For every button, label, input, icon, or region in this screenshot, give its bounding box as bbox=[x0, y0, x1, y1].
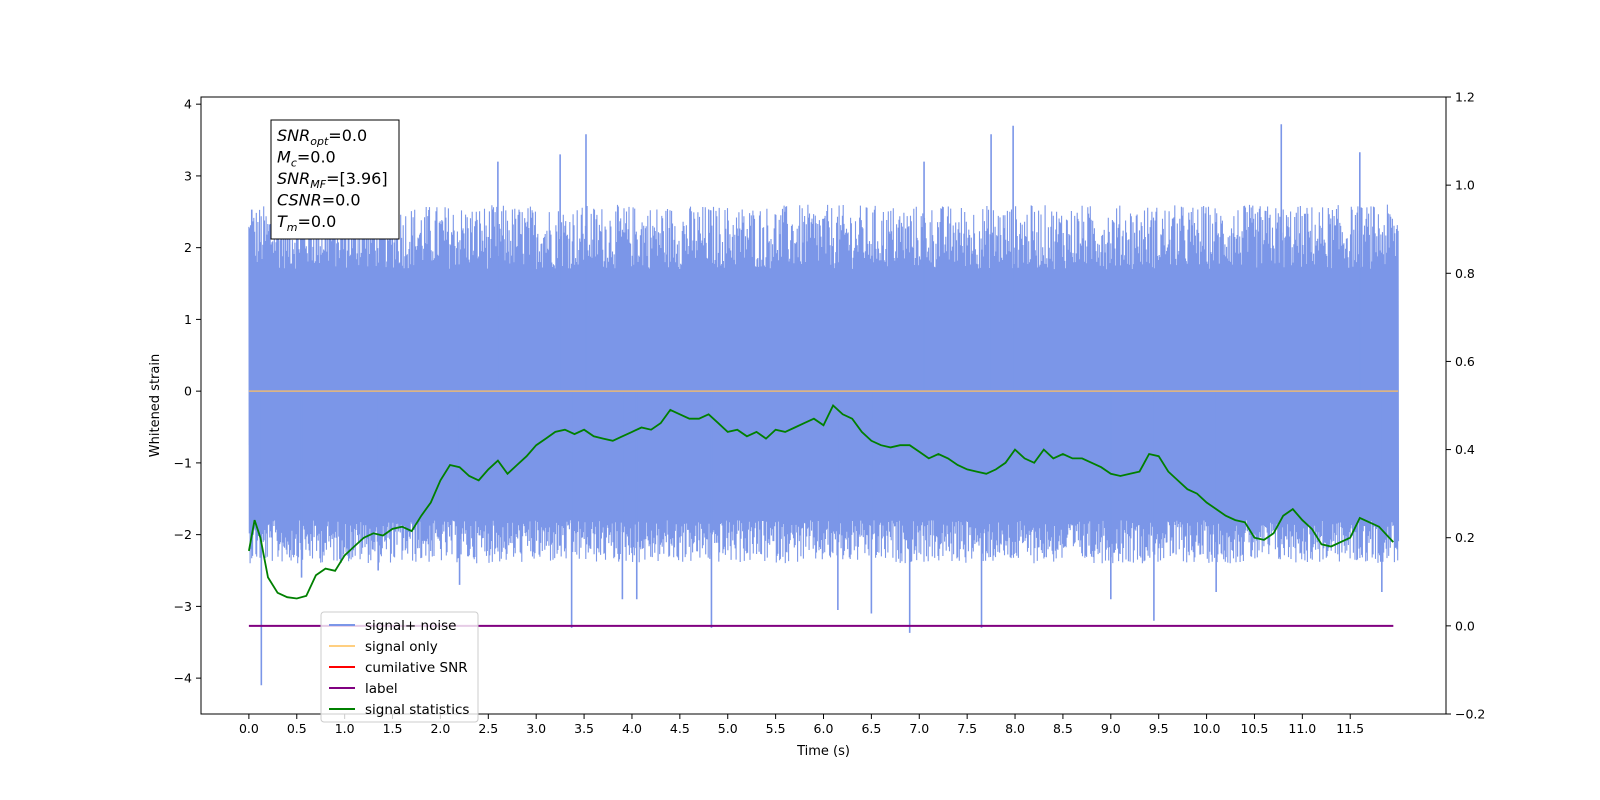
annotation-line: Tm=0.0 bbox=[277, 212, 336, 234]
x-tick-label: 5.0 bbox=[718, 721, 738, 736]
y2-tick-label: 0.0 bbox=[1455, 618, 1475, 633]
signal-statistics-line bbox=[248, 404, 1394, 600]
x-tick-label: 7.0 bbox=[909, 721, 929, 736]
x-tick-label: 3.5 bbox=[574, 721, 594, 736]
y2-tick-label: 1.0 bbox=[1455, 178, 1475, 193]
x-tick-label: 11.0 bbox=[1288, 721, 1316, 736]
y-tick-label: −4 bbox=[174, 671, 192, 686]
x-axis: 0.0 0.5 1.0 1.5 2.0 2.5 3.0 3.5 4.0 4.5 5.0 5.5 6.0 6… bbox=[239, 714, 1364, 736]
x-tick-label: 4.5 bbox=[670, 721, 690, 736]
x-tick-label: 2.5 bbox=[478, 721, 498, 736]
x-tick-label: 6.5 bbox=[861, 721, 881, 736]
x-tick-label: 8.5 bbox=[1053, 721, 1073, 736]
annotation-line: Mc=0.0 bbox=[277, 148, 336, 170]
legend-entry-label: signal only bbox=[365, 639, 438, 655]
noise-trace bbox=[248, 204, 1400, 564]
annotation-line: SNRMF=[3.96] bbox=[277, 169, 388, 191]
y2-tick-label: 0.6 bbox=[1455, 354, 1475, 369]
annotation-line: SNRopt=0.0 bbox=[277, 126, 367, 148]
signal-statistics-series bbox=[248, 404, 1394, 600]
y2-tick-label: −0.2 bbox=[1455, 707, 1485, 722]
x-tick-label: 9.0 bbox=[1101, 721, 1121, 736]
legend-entry-label: signal+ noise bbox=[365, 618, 456, 634]
x-tick-label: 1.5 bbox=[383, 721, 403, 736]
y-tick-label: −3 bbox=[174, 599, 192, 614]
y2-tick-label: 0.8 bbox=[1455, 266, 1475, 281]
y2-tick-label: 0.2 bbox=[1455, 530, 1475, 545]
y-tick-label: 2 bbox=[184, 240, 192, 255]
y-tick-label: 3 bbox=[184, 168, 192, 183]
legend-frame bbox=[320, 611, 479, 723]
x-tick-label: 4.0 bbox=[622, 721, 642, 736]
x-tick-label: 0.5 bbox=[287, 721, 307, 736]
annotation-frame bbox=[270, 119, 400, 240]
x-axis-title: Time (s) bbox=[796, 744, 850, 759]
y-axis-title: Whitened strain bbox=[148, 354, 163, 457]
y2-tick-label: 1.2 bbox=[1455, 90, 1475, 105]
x-tick-label: 2.0 bbox=[430, 721, 450, 736]
y-tick-label: 1 bbox=[184, 312, 192, 327]
x-tick-label: 10.5 bbox=[1241, 721, 1269, 736]
x-tick-label: 3.0 bbox=[526, 721, 546, 736]
x-tick-label: 1.0 bbox=[335, 721, 355, 736]
signal-noise-series bbox=[248, 124, 1400, 686]
y-tick-label: −1 bbox=[174, 455, 192, 470]
x-tick-label: 5.5 bbox=[766, 721, 786, 736]
y2-tick-label: 0.4 bbox=[1455, 442, 1475, 457]
x-tick-label: 8.0 bbox=[1005, 721, 1025, 736]
y-axis-right: 1.2 1.0 0.8 0.6 0.4 0.2 0.0 −0.2 bbox=[1446, 90, 1485, 722]
x-tick-label: 0.0 bbox=[239, 721, 259, 736]
x-tick-label: 11.5 bbox=[1336, 721, 1364, 736]
y-tick-label: 4 bbox=[184, 97, 192, 112]
x-tick-label: 7.5 bbox=[957, 721, 977, 736]
x-tick-label: 10.0 bbox=[1193, 721, 1221, 736]
x-tick-label: 6.0 bbox=[814, 721, 834, 736]
legend-entry-label: cumilative SNR bbox=[365, 660, 468, 676]
legend-entry-label: signal statistics bbox=[365, 702, 469, 718]
y-tick-label: 0 bbox=[184, 384, 192, 399]
legend-entry-label: label bbox=[365, 681, 398, 697]
y-tick-label: −2 bbox=[174, 527, 192, 542]
x-tick-label: 9.5 bbox=[1149, 721, 1169, 736]
y-axis-left: 4 3 2 1 0 −1 −2 −3 −4 bbox=[174, 97, 201, 686]
legend: signal+ noise signal only cumilative SNR la… bbox=[320, 611, 479, 723]
annotation-line: CSNR=0.0 bbox=[277, 191, 361, 210]
